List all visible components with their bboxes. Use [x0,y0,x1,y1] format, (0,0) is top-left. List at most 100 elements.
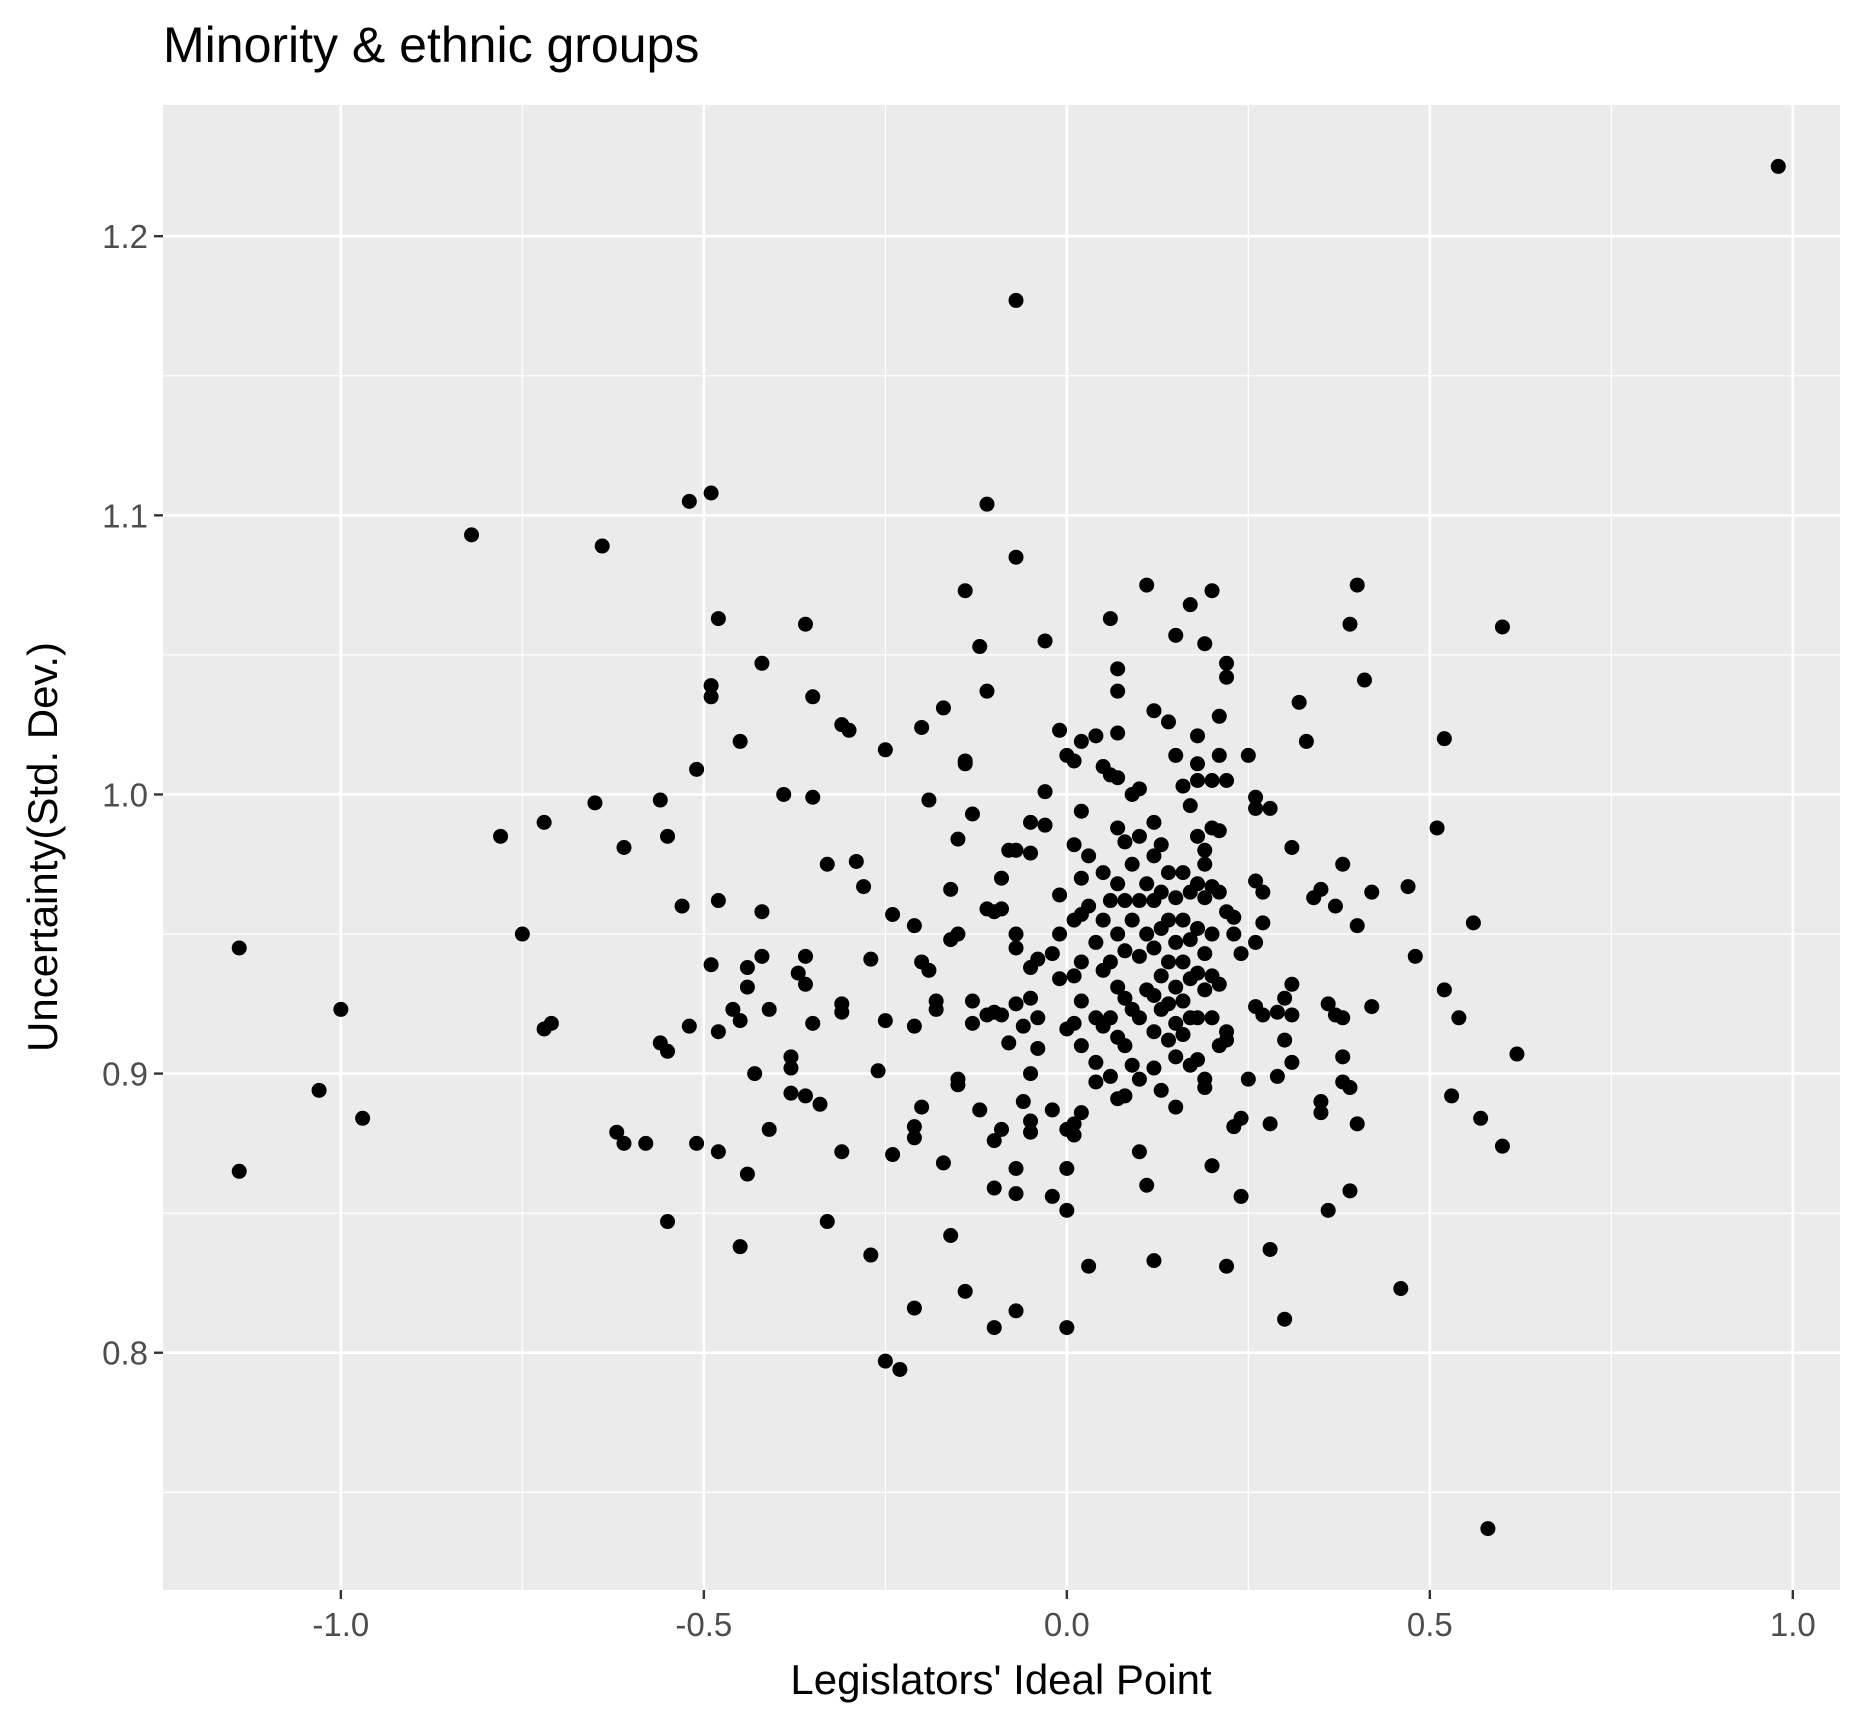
data-point [689,1135,705,1151]
data-point [732,1013,748,1029]
data-point [776,786,792,802]
data-point [1081,1258,1097,1274]
data-point [1066,1116,1082,1132]
data-point [1277,990,1293,1006]
data-point [1131,1071,1147,1087]
data-point [1030,1010,1046,1026]
data-point [921,962,937,978]
data-point [1146,940,1162,956]
data-point [1117,943,1133,959]
data-point [1494,619,1510,635]
data-point [1052,926,1068,942]
data-point [1204,1010,1220,1026]
data-point [1124,912,1140,928]
data-point [739,1166,755,1182]
data-point [1044,1188,1060,1204]
data-point [1030,1040,1046,1056]
data-point [1168,1099,1184,1115]
data-point [1429,820,1445,836]
data-point [1342,616,1358,632]
data-point [1473,1110,1489,1126]
data-point [1052,722,1068,738]
data-point [877,1353,893,1369]
data-point [1160,1032,1176,1048]
data-point [1494,1138,1510,1154]
data-point [1240,1071,1256,1087]
data-point [994,870,1009,886]
data-point [638,1135,654,1151]
data-point [1066,1015,1082,1031]
data-point [1284,1054,1300,1070]
data-point [1269,1068,1285,1084]
data-point [1400,879,1416,895]
major-gridlines [163,105,1840,1590]
data-point [1153,884,1169,900]
data-point [1052,971,1068,987]
data-point [1102,611,1118,627]
data-point [1110,820,1126,836]
data-point [1182,597,1198,613]
data-point [1102,893,1118,909]
data-point [1088,934,1104,950]
data-point [1044,1102,1060,1118]
data-point [739,960,755,976]
data-point [1023,1066,1039,1082]
data-point [1190,876,1206,892]
data-point [928,1001,944,1017]
data-point [797,948,813,964]
data-point [1349,918,1365,934]
data-point [964,1015,980,1031]
data-point [1073,1105,1089,1121]
y-axis-title: Uncertainty(Std. Dev.) [19,642,66,1052]
data-point [1313,1094,1329,1110]
data-point [1023,1113,1039,1129]
data-point [710,1144,726,1160]
data-point [1320,1202,1336,1218]
data-point [1248,789,1264,805]
data-point [747,1066,763,1082]
data-point [1284,976,1300,992]
data-point [1131,1010,1147,1026]
data-point [935,700,951,716]
data-point [1233,1110,1249,1126]
data-point [1073,954,1089,970]
data-point [964,993,980,1009]
data-point [1211,708,1227,724]
data-point [231,940,247,956]
data-point [652,792,668,808]
data-point [1102,1010,1118,1026]
data-point [1146,1060,1162,1076]
data-point [1204,926,1220,942]
data-point [1451,1010,1467,1026]
data-point [1219,1258,1235,1274]
data-point [1160,912,1176,928]
data-point [710,1024,726,1040]
data-point [994,1007,1009,1023]
data-point [1342,1183,1358,1199]
data-point [732,733,748,749]
data-point [921,792,937,808]
data-point [1008,842,1024,858]
data-point [1168,890,1184,906]
data-point [1342,1080,1358,1096]
data-point [1190,773,1206,789]
data-point [1284,840,1300,855]
data-point [1081,898,1097,914]
data-point [1356,672,1372,688]
data-point [1197,890,1213,906]
data-point [783,1085,799,1101]
data-point [1219,773,1235,789]
data-point [710,893,726,909]
data-point [732,1239,748,1255]
data-point [1255,915,1271,931]
data-point [1168,747,1184,763]
x-tick-label: 0.0 [1044,1606,1090,1643]
data-point [1110,683,1126,699]
data-point [1298,733,1314,749]
x-tick-label: -1.0 [312,1606,369,1643]
data-point [1052,887,1068,903]
data-point [979,683,995,699]
data-point [1327,898,1343,914]
data-point [1037,817,1053,833]
data-point [1211,823,1227,839]
